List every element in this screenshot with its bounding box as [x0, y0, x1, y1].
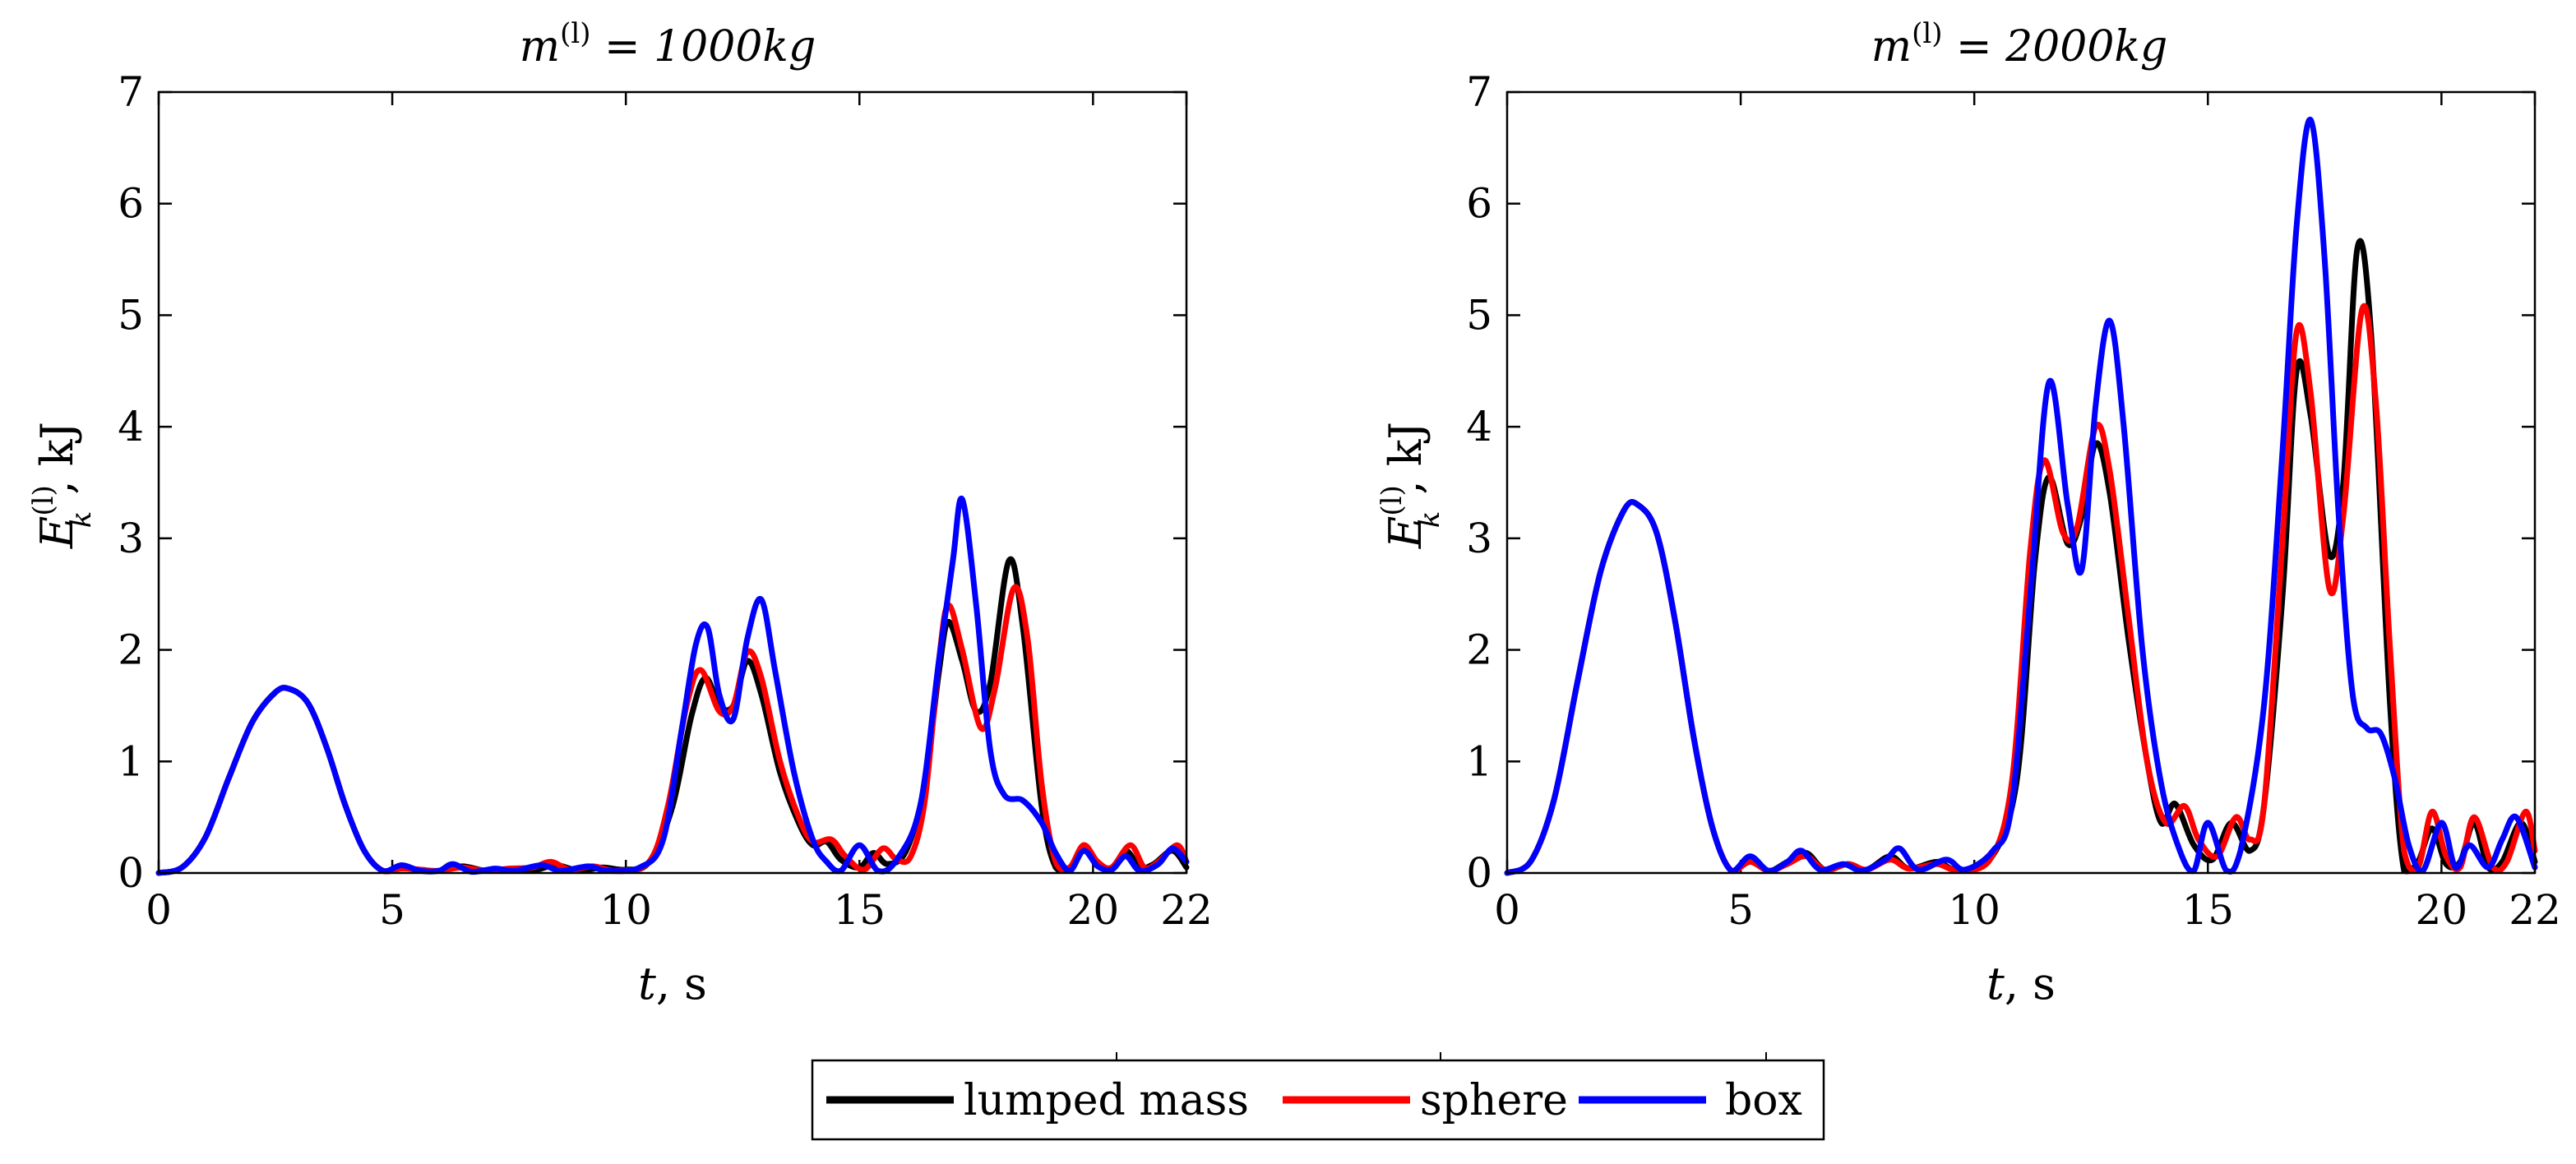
y-tick-label: 4 — [118, 403, 144, 450]
legend-label: lumped mass — [964, 1076, 1249, 1125]
legend-label: box — [1725, 1076, 1802, 1125]
legend: lumped mass sphere box — [811, 1059, 1825, 1141]
x-axis-label: t, s — [1986, 958, 2056, 1009]
y-ticks: 0 1 2 3 4 5 6 7 — [1466, 68, 2535, 897]
legend-entry-sphere: sphere — [1283, 1076, 1568, 1125]
y-tick-label: 5 — [118, 291, 144, 339]
y-tick-label: 1 — [118, 737, 144, 785]
chart-title: m(l) = 2000kg — [1871, 17, 2167, 72]
chart-panel-2000kg: m(l) = 2000kg 0 1 2 3 4 5 6 7 0 5 10 15 20 22 t, s E… — [1376, 17, 2561, 1009]
y-tick-label: 6 — [1466, 180, 1492, 228]
x-tick-label: 5 — [1727, 886, 1754, 934]
y-tick-label: 3 — [118, 515, 144, 562]
series-lines — [155, 495, 1190, 876]
x-tick-label: 22 — [1160, 886, 1213, 934]
y-axis-label: E(l)k, kJ — [27, 422, 98, 549]
chart-title: m(l) = 1000kg — [520, 17, 816, 72]
x-tick-label: 22 — [2509, 886, 2561, 934]
x-tick-label: 5 — [379, 886, 405, 934]
y-axis-label: E(l)k, kJ — [1376, 422, 1446, 549]
y-tick-label: 5 — [1466, 291, 1492, 339]
x-tick-label: 15 — [2181, 886, 2234, 934]
legend-entry-box: box — [1579, 1076, 1802, 1125]
y-tick-label: 7 — [118, 68, 144, 116]
x-tick-label: 15 — [833, 886, 886, 934]
legend-stub-ticks — [1116, 1052, 1767, 1060]
y-tick-label: 2 — [118, 626, 144, 674]
series-lines — [1504, 117, 2538, 876]
x-tick-label: 0 — [146, 886, 172, 934]
y-tick-label: 6 — [118, 180, 144, 228]
series-line-box — [155, 495, 1190, 876]
x-tick-label: 20 — [2416, 886, 2468, 934]
axes-frame — [1505, 90, 2537, 875]
y-tick-label: 3 — [1466, 515, 1492, 562]
y-tick-label: 1 — [1466, 737, 1492, 785]
x-tick-label: 10 — [599, 886, 652, 934]
y-tick-label: 0 — [118, 849, 144, 897]
x-tick-label: 10 — [1948, 886, 2000, 934]
y-tick-label: 2 — [1466, 626, 1492, 674]
x-tick-label: 20 — [1067, 886, 1120, 934]
axes-frame — [157, 90, 1188, 875]
x-axis-label: t, s — [638, 958, 707, 1009]
y-ticks: 0 1 2 3 4 5 6 7 — [118, 68, 1186, 897]
y-tick-label: 7 — [1466, 68, 1492, 116]
y-tick-label: 0 — [1466, 849, 1492, 897]
y-tick-label: 4 — [1466, 403, 1492, 450]
legend-label: sphere — [1420, 1076, 1568, 1125]
legend-entry-lumped-mass: lumped mass — [826, 1076, 1249, 1125]
chart-panel-1000kg: m(l) = 1000kg 0 1 2 3 4 5 6 7 0 5 10 15 20 22 t, s E… — [27, 17, 1213, 1009]
x-tick-label: 0 — [1494, 886, 1520, 934]
series-line-box — [1504, 117, 2538, 876]
